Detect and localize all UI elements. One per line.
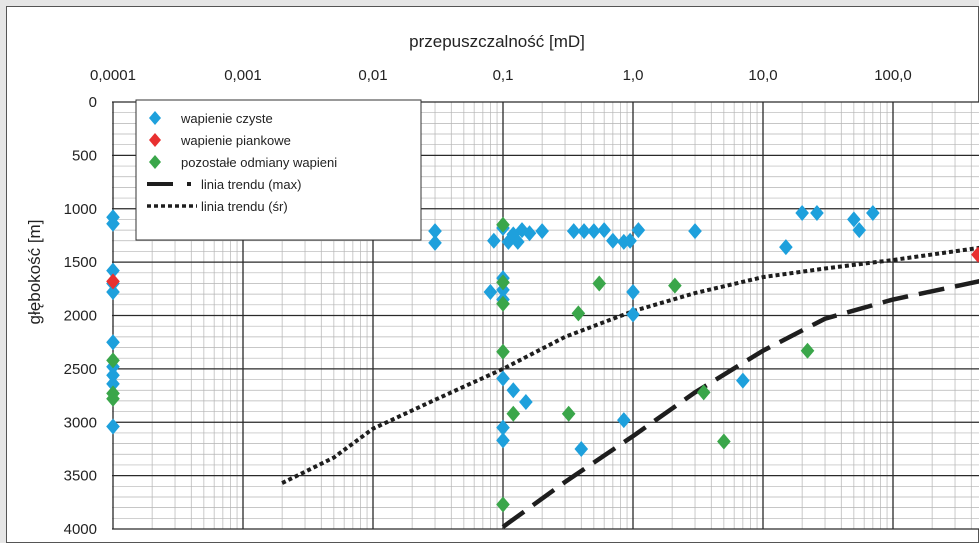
y-tick-label: 1500 (64, 254, 97, 271)
point-wapienie-czyste (483, 284, 498, 301)
point-wapienie-czyste (623, 232, 637, 249)
point-wapienie-czyste (587, 223, 601, 240)
point-wapienie-czyste (511, 233, 525, 250)
point-wapienie-czyste (626, 284, 640, 301)
legend-marker (149, 111, 161, 125)
trend-line-mean (281, 245, 979, 485)
point-wapienie-czyste (535, 223, 549, 240)
point-pozostale-odmiany (496, 274, 510, 291)
point-wapienie-czyste (496, 370, 510, 387)
point-wapienie-czyste (795, 205, 809, 222)
legend-box (135, 99, 422, 241)
point-wapienie-czyste (688, 223, 702, 240)
point-pozostale-odmiany (496, 343, 510, 360)
point-wapienie-czyste (428, 223, 442, 240)
point-wapienie-czyste (597, 222, 611, 239)
x-tick-label: 100,0 (874, 67, 912, 84)
point-wapienie-piankowe (971, 246, 979, 263)
point-pozostale-odmiany (561, 405, 576, 422)
y-tick-label: 3500 (64, 468, 97, 485)
y-tick-label: 500 (72, 147, 97, 164)
y-tick-label: 0 (89, 94, 97, 111)
point-wapienie-czyste (736, 372, 750, 389)
point-pozostale-odmiany (496, 496, 510, 513)
legend-marker (149, 155, 161, 169)
point-wapienie-czyste (852, 222, 867, 239)
trend-line-max (501, 279, 979, 529)
point-pozostale-odmiany (106, 352, 120, 369)
x-tick-label: 0,01 (358, 67, 387, 84)
point-wapienie-czyste (847, 211, 861, 228)
point-wapienie-czyste (566, 223, 581, 240)
point-wapienie-czyste (106, 367, 120, 384)
point-pozostale-odmiany (496, 216, 510, 233)
point-wapienie-czyste (866, 205, 880, 222)
point-wapienie-czyste (428, 234, 442, 251)
point-wapienie-czyste (617, 233, 631, 250)
y-tick-label: 2500 (64, 361, 97, 378)
legend: wapienie czyste wapienie piankowe pozostał… (135, 99, 422, 241)
point-wapienie-czyste (606, 232, 620, 249)
x-tick-label: 0,0001 (90, 67, 136, 84)
point-pozostale-odmiany (696, 384, 711, 401)
point-wapienie-czyste (574, 440, 589, 457)
point-wapienie-czyste (496, 419, 510, 436)
data-points (106, 205, 979, 513)
point-pozostale-odmiany (571, 305, 586, 322)
point-pozostale-odmiany (668, 277, 682, 294)
point-wapienie-czyste (106, 262, 120, 279)
point-wapienie-czyste (522, 225, 537, 242)
y-axis-title: głębokość [m] (25, 220, 44, 325)
y-axis-tick-labels: 0 500 1000 1500 2000 2500 3000 3500 4000 (64, 94, 97, 538)
point-wapienie-czyste (106, 418, 120, 435)
point-wapienie-czyste (506, 382, 521, 399)
point-wapienie-czyste (519, 393, 533, 410)
point-pozostale-odmiany (106, 390, 120, 407)
point-wapienie-czyste (631, 222, 646, 239)
legend-marker (149, 133, 161, 147)
point-wapienie-czyste (779, 239, 793, 256)
x-tick-label: 1,0 (623, 67, 644, 84)
y-tick-label: 3000 (64, 414, 97, 431)
point-wapienie-czyste (106, 375, 120, 392)
point-wapienie-czyste (626, 306, 640, 323)
legend-label: linia trendu (max) (201, 177, 301, 192)
y-tick-label: 4000 (64, 521, 97, 538)
point-pozostale-odmiany (800, 342, 815, 359)
legend-label: pozostałe odmiany wapieni (181, 155, 337, 170)
y-tick-label: 1000 (64, 201, 97, 218)
y-tick-label: 2000 (64, 308, 97, 325)
point-wapienie-czyste (487, 232, 501, 249)
point-wapienie-czyste (617, 412, 631, 429)
trend-lines (281, 245, 979, 529)
x-axis-tick-labels: 0,0001 0,001 0,01 0,1 1,0 10,0 100,0 (90, 67, 912, 84)
legend-label: wapienie czyste (180, 111, 273, 126)
point-wapienie-piankowe (106, 273, 120, 290)
point-pozostale-odmiany (496, 295, 510, 312)
point-pozostale-odmiany (506, 405, 521, 422)
point-pozostale-odmiany (717, 433, 731, 450)
x-tick-label: 0,1 (493, 67, 514, 84)
point-wapienie-czyste (577, 223, 591, 240)
point-wapienie-czyste (496, 432, 510, 449)
x-tick-label: 0,001 (224, 67, 262, 84)
point-wapienie-czyste (106, 284, 120, 301)
x-axis-title: przepuszczalność [mD] (409, 32, 585, 51)
legend-label: wapienie piankowe (180, 133, 291, 148)
point-wapienie-czyste (810, 205, 824, 222)
legend-label: linia trendu (śr) (201, 199, 288, 214)
x-tick-label: 10,0 (748, 67, 777, 84)
point-wapienie-czyste (106, 215, 120, 232)
point-pozostale-odmiany (592, 275, 607, 292)
point-wapienie-czyste (106, 334, 120, 351)
